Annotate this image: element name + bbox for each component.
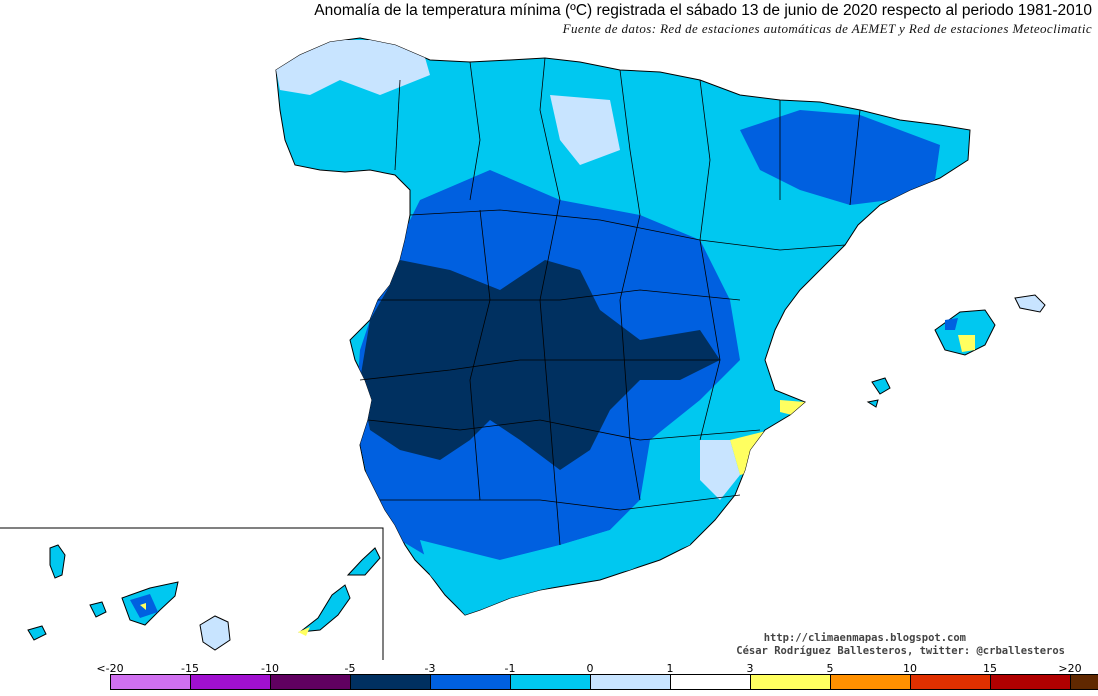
- legend-label: <-20: [96, 662, 124, 675]
- legend-label: -15: [181, 662, 199, 675]
- legend-label: 5: [826, 662, 834, 675]
- legend-label: -10: [261, 662, 279, 675]
- legend-label: 15: [983, 662, 997, 675]
- legend-label: 0: [586, 662, 594, 675]
- legend-label: -3: [424, 662, 436, 675]
- balearic-islands: [866, 294, 1046, 408]
- island-gran-canaria: [199, 615, 231, 651]
- legend-swatch: [591, 675, 671, 689]
- map-title: Anomalía de la temperatura mínima (ºC) r…: [314, 2, 1092, 19]
- inset-frame: [0, 527, 384, 660]
- island-la-palma: [49, 544, 66, 579]
- island-la-gomera: [89, 601, 107, 618]
- island-menorca: [1014, 294, 1046, 313]
- legend-label: -5: [344, 662, 356, 675]
- legend-color-bar: [110, 674, 1098, 690]
- legend-label: 3: [746, 662, 754, 675]
- anomaly-zone-yellow: [958, 335, 975, 352]
- data-source: Fuente de datos: Red de estaciones autom…: [562, 21, 1092, 36]
- legend-swatch: [431, 675, 511, 689]
- anomaly-zone-dark-blue: [740, 110, 940, 205]
- legend-swatch: [351, 675, 431, 689]
- legend-label: 1: [666, 662, 674, 675]
- anomaly-zone-cyan: [420, 500, 700, 615]
- anomaly-zone-very-dark-blue: [360, 260, 720, 470]
- island-el-hierro: [27, 625, 47, 641]
- canary-islands-inset: [0, 527, 384, 660]
- legend-swatch: [671, 675, 751, 689]
- legend-swatch: [1071, 675, 1098, 689]
- legend-swatch: [991, 675, 1071, 689]
- anomaly-zone-yellow: [298, 627, 310, 636]
- legend-swatch: [191, 675, 271, 689]
- legend-swatch: [911, 675, 991, 689]
- island-lanzarote: [346, 547, 381, 576]
- island-formentera: [866, 399, 879, 408]
- credit-author: César Rodríguez Ballesteros, twitter: @c…: [736, 645, 1065, 657]
- legend-label: -1: [504, 662, 516, 675]
- anomaly-zone-yellow: [780, 400, 805, 415]
- legend-swatch: [751, 675, 831, 689]
- credit-url: http://climaenmapas.blogspot.com: [763, 632, 966, 644]
- province-borders: [359, 57, 861, 546]
- legend-swatch: [271, 675, 351, 689]
- island-ibiza: [871, 377, 891, 395]
- legend-swatch: [511, 675, 591, 689]
- anomaly-zone-yellow: [140, 603, 146, 610]
- anomaly-zone-light-blue: [276, 40, 430, 95]
- peninsula-map: [275, 37, 971, 616]
- anomaly-zone-dark-blue: [945, 318, 958, 330]
- island-fuerteventura: [298, 584, 351, 633]
- legend-label: >20: [1058, 662, 1082, 675]
- legend-label: 10: [903, 662, 917, 675]
- legend-swatch: [831, 675, 911, 689]
- anomaly-zone-light-blue: [700, 440, 740, 500]
- legend-swatch: [111, 675, 191, 689]
- anomaly-zone-light-blue: [550, 95, 620, 165]
